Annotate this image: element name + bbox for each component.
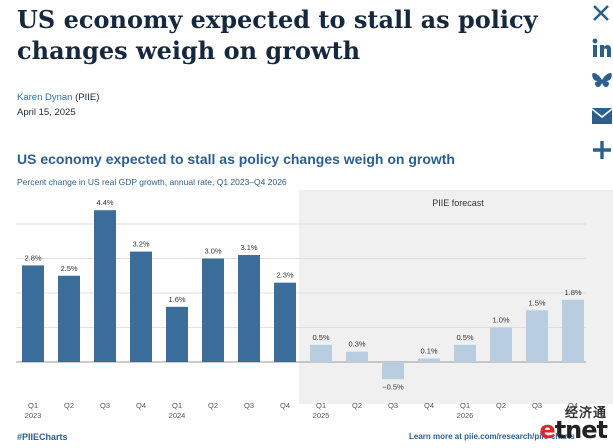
bar <box>490 327 512 362</box>
bar <box>382 362 404 380</box>
bar <box>166 306 188 362</box>
bar-value-label: 0.1% <box>420 347 437 356</box>
watermark-brand-rest: tnet <box>554 416 608 444</box>
bar-value-label: 1.8% <box>564 288 581 297</box>
learn-more-link[interactable]: Learn more at piie.com/research/piie-cha… <box>409 432 575 441</box>
watermark-brand-e: e <box>539 416 555 444</box>
x-tick-label: Q2 <box>496 401 506 410</box>
bar <box>130 251 152 362</box>
x-tick-label: Q1 <box>316 401 326 410</box>
chart-hashtag: #PIIECharts <box>17 432 68 442</box>
author-byline: Karen Dynan (PIIE) <box>17 92 99 103</box>
chart-subtitle: Percent change in US real GDP growth, an… <box>17 177 287 187</box>
value-labels: 2.8% 2.5% 4.4% 3.2% 1.6% 3.0% 3.1% 2.3% 0.5% 0.3%… <box>24 198 581 391</box>
x-axis: Q1 Q2 Q3 Q4 Q1 Q2 Q3 Q4 Q1 Q2 Q3 Q4 Q1 Q2 Q3 Q4 2023 2024… <box>25 401 578 420</box>
x-tick-label: Q3 <box>388 401 398 410</box>
bar-value-label: 1.6% <box>168 295 185 304</box>
x-tick-label: Q3 <box>532 401 542 410</box>
x-tick-label: Q1 <box>460 401 470 410</box>
x-tick-label: Q4 <box>280 401 290 410</box>
x-tick-label: Q3 <box>244 401 254 410</box>
plus-icon[interactable] <box>592 140 612 160</box>
bar-value-label: 0.5% <box>456 333 473 342</box>
x-year-label: 2025 <box>313 411 330 420</box>
bar <box>454 344 476 362</box>
bar-value-label: 4.4% <box>96 198 113 207</box>
bar <box>238 255 260 362</box>
bar-value-label: 3.2% <box>132 240 149 249</box>
bar-value-label: 1.0% <box>492 316 509 325</box>
bar-value-label: 2.8% <box>24 253 41 262</box>
article-headline: US economy expected to stall as policy c… <box>17 5 538 65</box>
watermark-chinese: 经济通 <box>564 406 607 421</box>
gdp-bar-chart: PIIE forecast 2.8% 2.5% 4.4% 3.2% 1.6% 3.0% 3.… <box>16 190 613 420</box>
bar <box>274 282 296 362</box>
x-year-label: 2023 <box>25 411 42 420</box>
bar-value-label: 0.3% <box>348 340 365 349</box>
bar <box>202 258 224 362</box>
x-tick-label: Q4 <box>568 401 578 410</box>
watermark-brand: etnet <box>539 416 608 444</box>
bar <box>418 358 440 362</box>
bar <box>58 275 80 362</box>
bar <box>562 299 584 362</box>
chart-title: US economy expected to stall as policy c… <box>17 151 455 167</box>
bar-value-label: 1.5% <box>528 298 545 307</box>
etnet-watermark: 经济通 etnet <box>528 402 613 448</box>
forecast-label: PIIE forecast <box>432 198 484 208</box>
bar <box>94 210 116 362</box>
x-tick-label: Q1 <box>28 401 38 410</box>
bar <box>310 344 332 362</box>
x-tick-label: Q2 <box>208 401 218 410</box>
bar-value-label: 3.1% <box>240 243 257 252</box>
bar-value-label: 3.0% <box>204 247 221 256</box>
bar-value-label: 0.5% <box>312 333 329 342</box>
bar-value-label: 2.3% <box>276 271 293 280</box>
x-year-label: 2024 <box>169 411 186 420</box>
email-icon[interactable] <box>592 108 612 124</box>
x-tick-label: Q4 <box>424 401 434 410</box>
bar-value-label: 2.5% <box>60 264 77 273</box>
bars <box>22 210 584 380</box>
x-tick-label: Q2 <box>352 401 362 410</box>
publish-date: April 15, 2025 <box>17 107 76 118</box>
bluesky-icon[interactable] <box>592 72 612 90</box>
author-name-link[interactable]: Karen Dynan <box>17 92 73 103</box>
x-tick-label: Q4 <box>136 401 146 410</box>
x-icon[interactable] <box>592 4 610 22</box>
x-year-label: 2026 <box>457 411 474 420</box>
bar <box>526 310 548 362</box>
bar <box>346 351 368 362</box>
forecast-band <box>299 190 613 404</box>
bar-value-label: −0.5% <box>382 382 404 391</box>
x-tick-label: Q1 <box>172 401 182 410</box>
x-tick-label: Q3 <box>100 401 110 410</box>
bar <box>22 265 44 362</box>
x-tick-label: Q2 <box>64 401 74 410</box>
author-affiliation: (PIIE) <box>75 92 100 103</box>
linkedin-icon[interactable] <box>592 38 612 58</box>
